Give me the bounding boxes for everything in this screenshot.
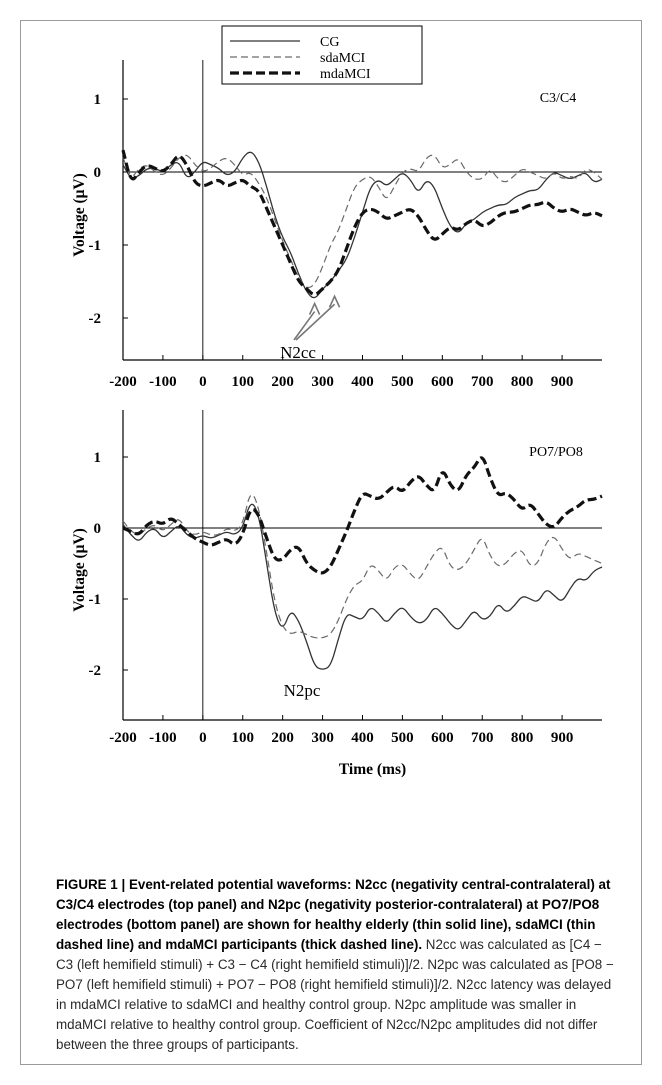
- y-tick-label: -1: [89, 592, 102, 608]
- series-line-sdamci: [122, 154, 603, 289]
- x-tick-label: 500: [391, 730, 414, 746]
- y-tick-label: -2: [89, 663, 102, 679]
- x-tick-label: 900: [551, 730, 574, 746]
- legend-entry-cg: CG: [320, 35, 339, 50]
- caption-body: N2cc was calculated as [C4 − C3 (left he…: [56, 937, 614, 1052]
- caption-lead: FIGURE 1 | Event-related potential wavef…: [56, 877, 611, 952]
- x-tick-label: -200: [109, 374, 137, 390]
- series-line-cg: [122, 151, 603, 299]
- x-tick-label: 100: [232, 374, 255, 390]
- x-tick-label: 400: [351, 730, 374, 746]
- x-tick-label: 700: [471, 374, 494, 390]
- x-tick-label: 900: [551, 374, 574, 390]
- x-tick-label: 600: [431, 730, 454, 746]
- annotation-arrow-head: [328, 294, 341, 308]
- x-axis-label: Time (ms): [339, 761, 406, 778]
- top-panel-chart: -200 -100 0 100 200 300 400 500 600 700 800 900 1 0 -1…: [71, 25, 603, 390]
- x-tick-label: 400: [351, 374, 374, 390]
- panel-electrode-label: C3/C4: [540, 91, 577, 106]
- x-tick-label: 0: [199, 730, 207, 746]
- x-tick-label: 500: [391, 374, 414, 390]
- x-tick-label: -100: [149, 730, 177, 746]
- annotation-label: N2pc: [284, 681, 321, 700]
- figure-frame: [20, 20, 642, 1065]
- x-tick-label: 100: [232, 730, 255, 746]
- legend-entry-mdamci: mdaMCI: [320, 67, 371, 82]
- y-axis-label: Voltage (μV): [71, 528, 88, 612]
- y-tick-label: 0: [94, 165, 102, 181]
- panel-electrode-label: PO7/PO8: [529, 445, 583, 460]
- y-tick-label: -2: [89, 311, 102, 327]
- legend-entry-sdamci: sdaMCI: [320, 51, 365, 66]
- series-line-mdamci: [121, 149, 603, 296]
- y-axis-label: Voltage (μV): [71, 173, 88, 257]
- series-line-mdamci: [122, 456, 603, 575]
- x-tick-label: -100: [149, 374, 177, 390]
- x-tick-label: 0: [199, 374, 207, 390]
- series-line-sdamci: [122, 494, 603, 639]
- x-tick-label: 700: [471, 730, 494, 746]
- annotation-label: N2cc: [280, 343, 316, 362]
- x-tick-label: 300: [311, 730, 334, 746]
- annotation-arrow-shaft: [293, 311, 316, 341]
- legend-box: [221, 25, 423, 85]
- figure-caption: FIGURE 1 | Event-related potential wavef…: [56, 875, 621, 1055]
- x-tick-label: 800: [511, 374, 534, 390]
- bottom-panel-chart: -200 -100 0 100 200 300 400 500 600 700 800 900 1 0 -1…: [71, 410, 603, 778]
- x-tick-label: 800: [511, 730, 534, 746]
- y-tick-label: 1: [94, 92, 102, 108]
- x-tick-label: -200: [109, 730, 137, 746]
- x-tick-label: 600: [431, 374, 454, 390]
- y-tick-label: -1: [89, 238, 102, 254]
- x-tick-label: 300: [311, 374, 334, 390]
- annotation-arrow-head: [308, 301, 321, 315]
- x-tick-label: 200: [271, 730, 294, 746]
- figure-charts: -200 -100 0 100 200 300 400 500 600 700 800 90010-1…: [71, 25, 603, 778]
- x-tick-label: 200: [271, 374, 294, 390]
- annotation-arrow-shaft: [295, 303, 336, 341]
- y-tick-label: 1: [94, 450, 102, 466]
- y-tick-label: 0: [94, 521, 102, 537]
- series-line-cg: [122, 503, 603, 670]
